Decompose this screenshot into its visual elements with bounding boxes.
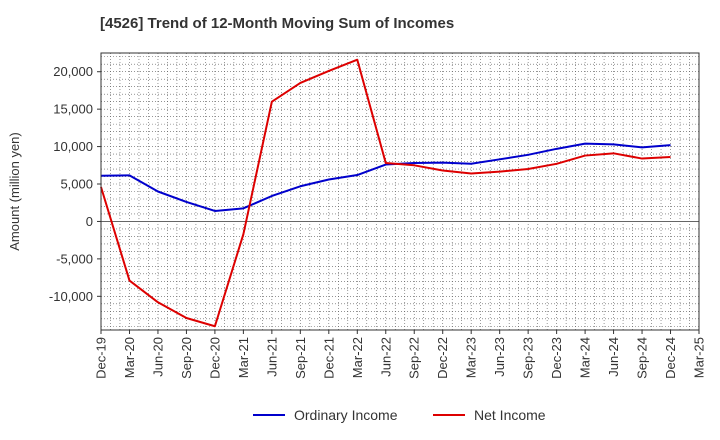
x-tick-label: Mar-20 [122,337,137,378]
axes: -10,000 -5,000 0 5,000 10,000 15,000 20,000 Dec… [7,52,707,379]
y-axis-title: Amount (million yen) [7,132,22,251]
x-tick-label: Sep-21 [293,337,308,379]
series-lines [100,58,671,328]
plot-area [101,53,699,330]
legend-label: Ordinary Income [294,407,398,423]
x-tick-label: Jun-20 [150,337,165,377]
y-tick-label: -5,000 [56,251,93,266]
x-tick-label: Mar-22 [350,337,365,378]
y-tick-label: -10,000 [49,289,93,304]
x-tick-label: Sep-20 [179,337,194,379]
x-tick-label: Jun-24 [606,337,621,377]
y-tick-label: 0 [86,214,93,229]
x-tick-label: Sep-24 [635,337,650,379]
x-tick-label: Dec-24 [663,337,678,379]
x-tick-label: Mar-23 [464,337,479,378]
legend: Ordinary Income Net Income [253,407,546,423]
x-tick-label: Jun-21 [264,337,279,377]
y-tick-label: 5,000 [60,177,93,192]
x-tick-label: Dec-22 [435,337,450,379]
x-tick-label: Jun-23 [492,337,507,377]
x-tick-label: Dec-23 [549,337,564,379]
y-tick-label: 15,000 [53,102,93,117]
chart-title: [4526] Trend of 12-Month Moving Sum of I… [100,15,455,32]
x-tick-label: Dec-21 [321,337,336,379]
x-tick-label: Dec-19 [94,337,109,379]
x-tick-label: Mar-25 [692,337,707,378]
series-line-ordinary-income [100,142,671,212]
plot-frame [100,52,700,331]
x-tick-label: Sep-23 [521,337,536,379]
y-tick-label: 10,000 [53,139,93,154]
x-tick-label: Mar-21 [236,337,251,378]
x-tick-label: Jun-22 [378,337,393,377]
x-tick-label: Dec-20 [207,337,222,379]
plot-background [101,53,699,330]
grid [101,53,699,330]
series-line-net-income [100,58,671,328]
legend-label: Net Income [474,407,546,423]
y-tick-label: 20,000 [53,64,93,79]
x-tick-label: Mar-24 [578,337,593,378]
x-tick-label: Sep-22 [407,337,422,379]
